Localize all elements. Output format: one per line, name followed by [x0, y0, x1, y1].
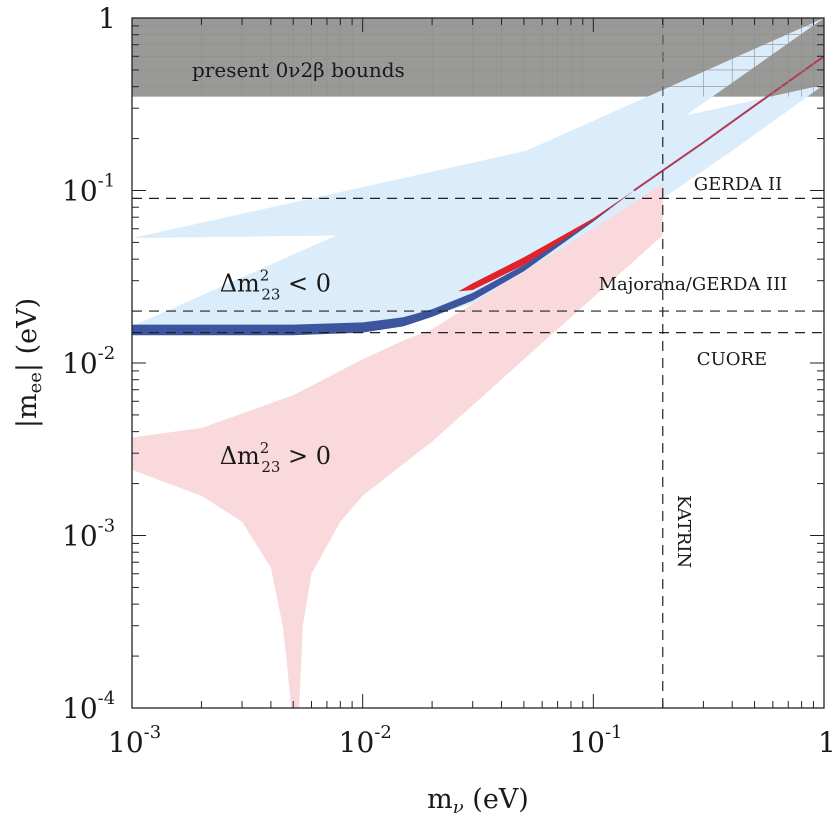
y-tick-label: 10-1 [62, 171, 115, 208]
reference-line-label-3: KATRIN [673, 495, 694, 568]
y-tick-label: 10-4 [62, 688, 115, 725]
series-band-0 [132, 18, 824, 327]
reference-line-label-1: Majorana/GERDA III [599, 274, 788, 295]
x-tick-label: 10-1 [569, 722, 622, 759]
series-line-4 [633, 55, 824, 192]
x-tick-label: 10-2 [339, 722, 392, 759]
y-tick-label: 10-3 [62, 516, 115, 553]
y-tick-label: 10-2 [62, 343, 115, 380]
reference-line-label-0: GERDA II [694, 174, 782, 195]
reference-line-label-2: CUORE [697, 349, 767, 370]
annotation-1: Δm2 23 > 0 [220, 439, 331, 476]
x-tick-label: 1 [818, 726, 834, 759]
x-tick-label: 10-3 [108, 722, 161, 759]
x-axis-label: mν (eV) [427, 784, 529, 818]
series-band-2 [132, 190, 634, 336]
excluded-region-label: present 0ν2β bounds [192, 58, 405, 82]
y-axis-label: |mee| (eV) [12, 298, 46, 428]
annotation-0: Δm2 23 < 0 [220, 266, 331, 303]
series-band-1 [132, 183, 663, 708]
y-tick-label: 1 [98, 2, 116, 35]
